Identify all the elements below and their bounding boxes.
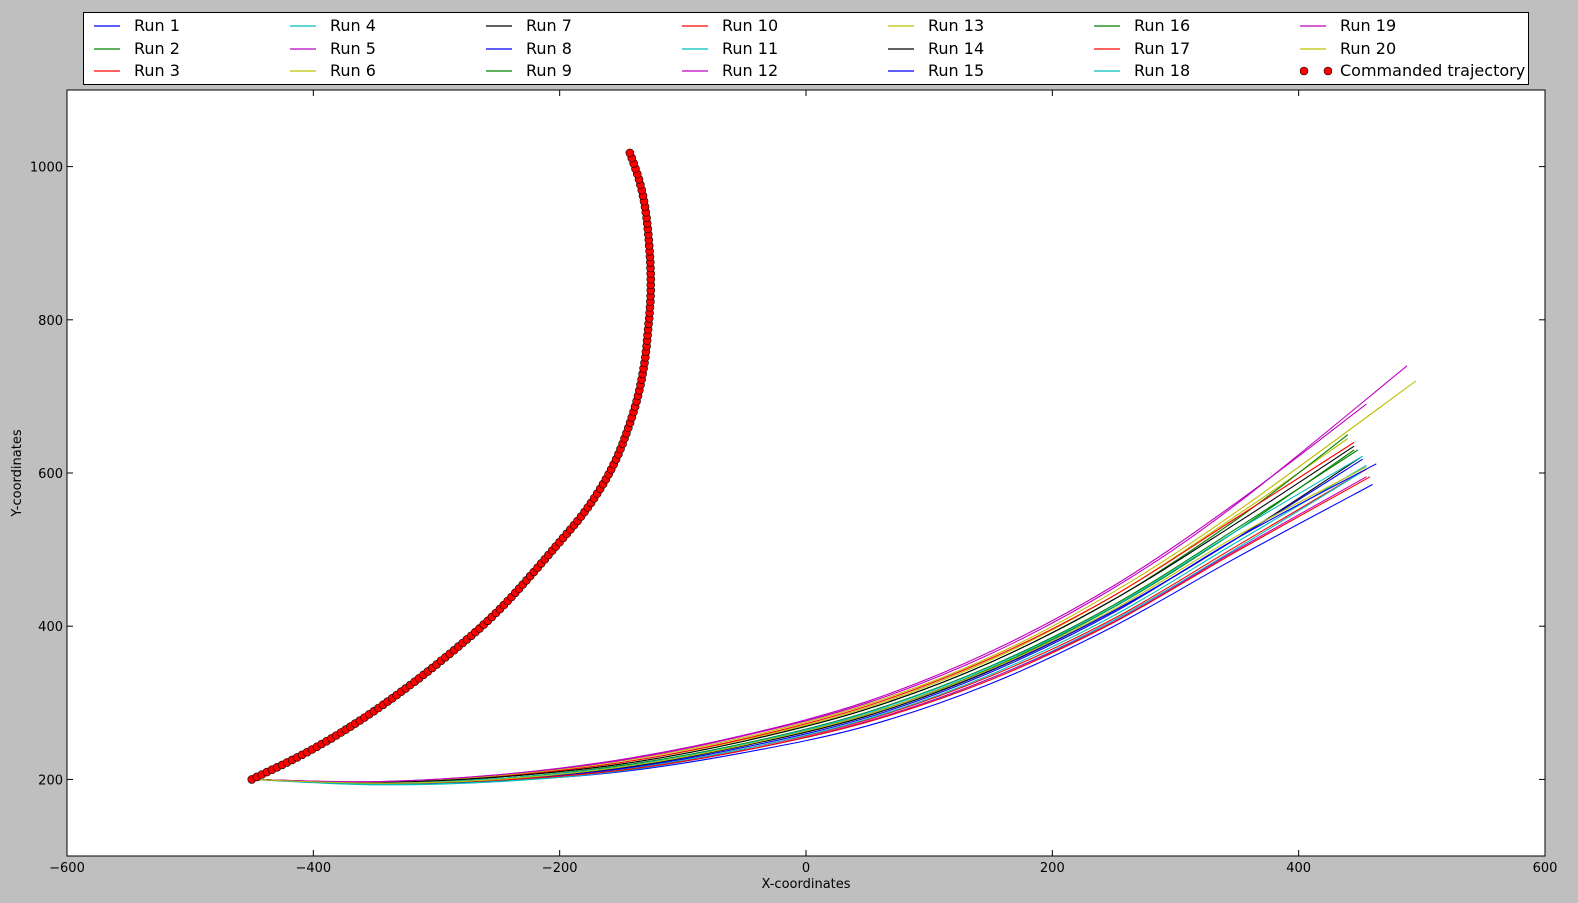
x-tick-label: 200 — [1040, 861, 1065, 876]
legend-label: Run 6 — [330, 61, 376, 80]
y-tick-label: 200 — [38, 773, 63, 788]
legend-line-swatch — [1300, 25, 1326, 27]
legend-line-swatch — [486, 25, 512, 27]
legend-label: Run 12 — [722, 61, 779, 80]
legend: Run 1 Run 2 Run 3 Run 4 Run 5 Run 6 Run 7 Run 8… — [83, 12, 1529, 85]
y-tick-label: 400 — [38, 620, 63, 635]
legend-label: Run 5 — [330, 39, 376, 58]
legend-marker-swatch — [1300, 66, 1332, 76]
series-line-run-13 — [251, 380, 1417, 784]
series-line-run-11 — [251, 464, 1367, 785]
x-tick-label: −400 — [295, 861, 331, 876]
legend-line-swatch — [94, 25, 120, 27]
legend-line-swatch — [888, 48, 914, 50]
legend-line-swatch — [486, 70, 512, 72]
legend-line-swatch — [682, 25, 708, 27]
legend-label: Run 15 — [928, 61, 985, 80]
legend-label: Run 20 — [1340, 39, 1397, 58]
series-line-run-14 — [251, 445, 1355, 784]
legend-label: Run 17 — [1134, 39, 1191, 58]
commanded-point-144 — [625, 148, 635, 158]
legend-label: Run 10 — [722, 16, 779, 35]
legend-line-swatch — [94, 48, 120, 50]
x-tick-label: −200 — [542, 861, 578, 876]
legend-line-swatch — [1300, 48, 1326, 50]
series-layer — [251, 365, 1417, 786]
legend-label: Run 13 — [928, 16, 985, 35]
x-tick-label: 0 — [802, 861, 810, 876]
legend-line-swatch — [290, 25, 316, 27]
legend-label: Run 14 — [928, 39, 985, 58]
legend-label: Run 19 — [1340, 16, 1397, 35]
legend-line-swatch — [888, 70, 914, 72]
legend-label: Run 18 — [1134, 61, 1191, 80]
legend-line-swatch — [94, 70, 120, 72]
commanded-markers — [247, 148, 656, 784]
y-tick-label: 1000 — [30, 161, 63, 176]
legend-label: Run 4 — [330, 16, 376, 35]
legend-line-swatch — [1094, 70, 1120, 72]
legend-line-swatch — [1094, 25, 1120, 27]
x-axis-label: X-coordinates — [761, 877, 850, 892]
legend-line-swatch — [1094, 48, 1120, 50]
y-tick-label: 600 — [38, 467, 63, 482]
legend-line-swatch — [682, 70, 708, 72]
legend-label: Run 16 — [1134, 16, 1191, 35]
x-tick-label: 600 — [1533, 861, 1558, 876]
legend-label: Run 3 — [134, 61, 180, 80]
legend-label: Run 8 — [526, 39, 572, 58]
y-tick-label: 800 — [38, 314, 63, 329]
legend-label: Commanded trajectory — [1340, 61, 1526, 80]
legend-label: Run 11 — [722, 39, 779, 58]
legend-line-swatch — [682, 48, 708, 50]
legend-line-swatch — [290, 48, 316, 50]
legend-line-swatch — [888, 25, 914, 27]
x-tick-label: −600 — [49, 861, 85, 876]
axis-ticks: −600 −400 −200 0 200 400 600 200 400 600 800 1000 — [30, 90, 1558, 876]
legend-line-swatch — [486, 48, 512, 50]
legend-label: Run 1 — [134, 16, 180, 35]
legend-label: Run 2 — [134, 39, 180, 58]
legend-line-swatch — [290, 70, 316, 72]
series-line-run-19 — [251, 365, 1408, 783]
x-tick-label: 400 — [1286, 861, 1311, 876]
legend-label: Run 7 — [526, 16, 572, 35]
series-line-run-20 — [251, 466, 1367, 784]
legend-label: Run 9 — [526, 61, 572, 80]
y-axis-label: Y-coordinates — [10, 429, 25, 517]
